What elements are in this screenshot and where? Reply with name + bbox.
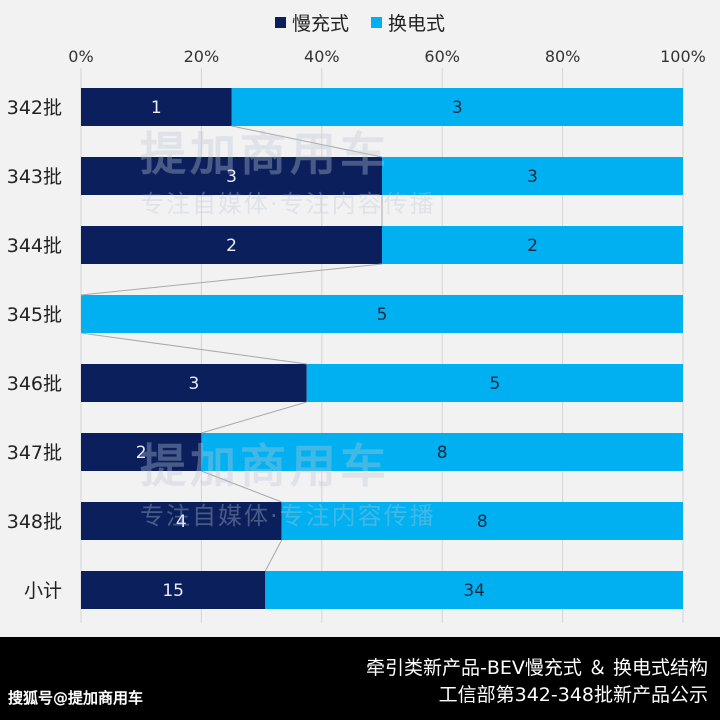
series-connector-line [201, 471, 281, 502]
footer-source: 搜狐号@提加商用车 [8, 687, 143, 708]
legend-swatch-slow-charge [275, 17, 286, 28]
category-label: 346批 [7, 373, 62, 395]
data-label-battery-swap: 5 [377, 305, 388, 325]
footer-banner: 牵引类新产品-BEV慢充式 ＆ 换电式结构 工信部第342-348批新产品公示 … [0, 637, 720, 720]
x-tick-label: 0% [68, 47, 93, 66]
x-tick-label: 20% [184, 47, 220, 66]
data-label-slow-charge: 3 [188, 374, 199, 394]
footer-title-line1: 牵引类新产品-BEV慢充式 ＆ 换电式结构 [366, 653, 708, 680]
legend-item-battery-swap: 换电式 [371, 9, 445, 36]
data-label-slow-charge: 2 [226, 236, 237, 256]
legend-item-slow-charge: 慢充式 [275, 9, 349, 36]
legend-label-battery-swap: 换电式 [388, 9, 445, 36]
category-label: 343批 [7, 166, 62, 188]
footer-title-line2: 工信部第342-348批新产品公示 [439, 680, 708, 707]
series-connector-line [81, 333, 307, 364]
category-label: 348批 [7, 511, 62, 533]
data-label-battery-swap: 3 [452, 98, 463, 118]
chart-legend: 慢充式 换电式 [0, 9, 720, 36]
category-label: 342批 [7, 97, 62, 119]
legend-swatch-battery-swap [371, 17, 382, 28]
data-label-slow-charge: 1 [151, 98, 162, 118]
stacked-bar-chart: 0% 20% 40% 60% 80% 100% 342批 1 3 343批 3 3 344批 2 2 345批… [0, 0, 720, 637]
data-label-battery-swap: 5 [489, 374, 500, 394]
series-connector-line [265, 540, 281, 571]
data-label-slow-charge: 2 [136, 443, 147, 463]
category-label: 345批 [7, 304, 62, 326]
category-label: 344批 [7, 235, 62, 257]
series-connector-line [81, 264, 382, 295]
data-label-battery-swap: 3 [527, 167, 538, 187]
x-tick-label: 100% [660, 47, 706, 66]
data-label-slow-charge: 4 [176, 512, 187, 532]
data-label-battery-swap: 34 [463, 581, 485, 601]
data-label-slow-charge: 3 [226, 167, 237, 187]
data-label-battery-swap: 8 [437, 443, 448, 463]
data-label-slow-charge: 15 [162, 581, 184, 601]
series-connector-line [232, 126, 383, 157]
data-label-battery-swap: 8 [477, 512, 488, 532]
category-label: 347批 [7, 442, 62, 464]
x-tick-label: 80% [545, 47, 581, 66]
x-tick-label: 40% [304, 47, 340, 66]
series-connector-line [201, 402, 306, 433]
category-label: 小计 [24, 580, 62, 602]
data-label-battery-swap: 2 [527, 236, 538, 256]
legend-label-slow-charge: 慢充式 [292, 9, 349, 36]
x-tick-label: 60% [424, 47, 460, 66]
